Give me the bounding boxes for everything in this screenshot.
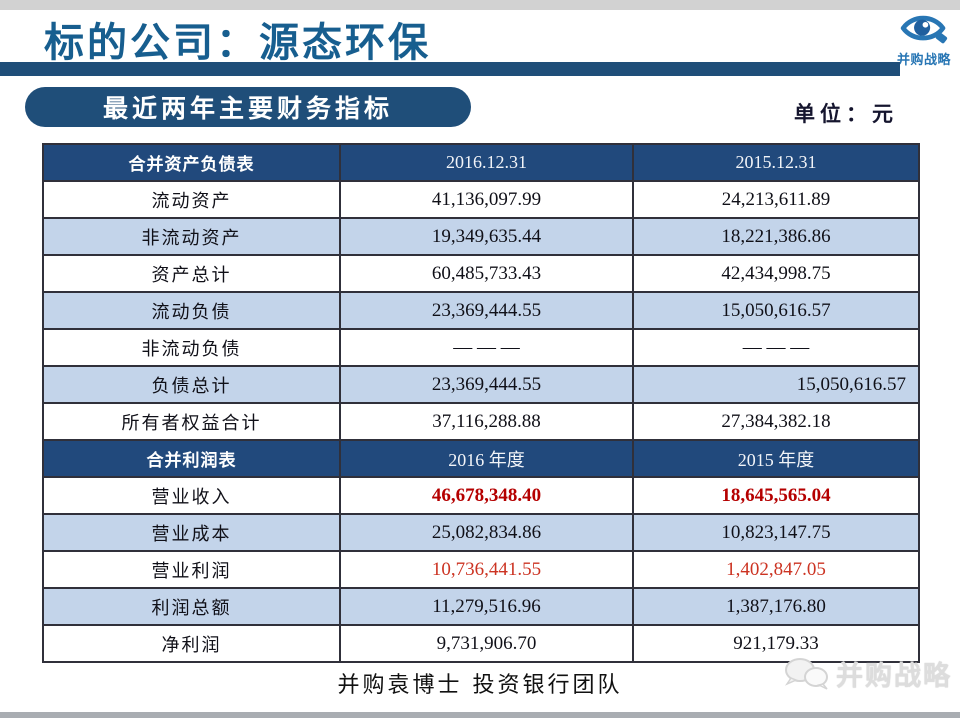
section-heading-pill: 最近两年主要财务指标 bbox=[25, 87, 471, 127]
label-cell: 负债总计 bbox=[42, 365, 341, 404]
row-income-statement-header: 合并利润表 2016 年度 2015 年度 bbox=[42, 439, 920, 478]
row-total-liabilities: 负债总计 23,369,444.55 15,050,616.57 bbox=[42, 365, 920, 404]
label-cell: 净利润 bbox=[42, 624, 341, 663]
value-2015: 10,823,147.75 bbox=[632, 513, 920, 552]
value-2015: 2015 年度 bbox=[632, 439, 920, 478]
value-2016: 11,279,516.96 bbox=[339, 587, 634, 626]
financial-table: 合并资产负债表 2016.12.31 2015.12.31 流动资产 41,13… bbox=[42, 143, 920, 663]
label-cell: 合并利润表 bbox=[42, 439, 341, 478]
label-cell: 流动资产 bbox=[42, 180, 341, 219]
row-current-liabilities: 流动负债 23,369,444.55 15,050,616.57 bbox=[42, 291, 920, 330]
label-cell: 合并资产负债表 bbox=[42, 143, 341, 182]
unit-label: 单位：元 bbox=[794, 101, 898, 126]
top-border-strip bbox=[0, 0, 960, 10]
label-cell: 非流动负债 bbox=[42, 328, 341, 367]
value-2015: 15,050,616.57 bbox=[632, 365, 920, 404]
row-noncurrent-liabilities: 非流动负债 — — — — — — bbox=[42, 328, 920, 367]
label-cell: 利润总额 bbox=[42, 587, 341, 626]
title-divider-bar bbox=[0, 62, 900, 76]
value-2016: 2016.12.31 bbox=[339, 143, 634, 182]
value-2016: 37,116,288.88 bbox=[339, 402, 634, 441]
brand-logo-label: 并购战略 bbox=[896, 53, 951, 68]
value-2015: — — — bbox=[632, 328, 920, 367]
label-cell: 资产总计 bbox=[42, 254, 341, 293]
row-operating-cost: 营业成本 25,082,834.86 10,823,147.75 bbox=[42, 513, 920, 552]
row-current-assets: 流动资产 41,136,097.99 24,213,611.89 bbox=[42, 180, 920, 219]
row-net-profit: 净利润 9,731,906.70 921,179.33 bbox=[42, 624, 920, 663]
label-cell: 营业收入 bbox=[42, 476, 341, 515]
value-2016: 23,369,444.55 bbox=[339, 365, 634, 404]
watermark: 并购战略 bbox=[783, 654, 952, 693]
label-cell: 流动负债 bbox=[42, 291, 341, 330]
row-revenue: 营业收入 46,678,348.40 18,645,565.04 bbox=[42, 476, 920, 515]
label-cell: 营业成本 bbox=[42, 513, 341, 552]
value-2015: 921,179.33 bbox=[632, 624, 920, 663]
wechat-bubbles-icon bbox=[784, 657, 828, 690]
value-2016: 46,678,348.40 bbox=[339, 476, 634, 515]
section-heading-label: 最近两年主要财务指标 bbox=[102, 94, 393, 123]
row-total-assets: 资产总计 60,485,733.43 42,434,998.75 bbox=[42, 254, 920, 293]
row-operating-profit: 营业利润 10,736,441.55 1,402,847.05 bbox=[42, 550, 920, 589]
value-2015: 18,221,386.86 bbox=[632, 217, 920, 256]
row-noncurrent-assets: 非流动资产 19,349,635.44 18,221,386.86 bbox=[42, 217, 920, 256]
value-2015: 1,387,176.80 bbox=[632, 587, 920, 626]
row-balance-sheet-header: 合并资产负债表 2016.12.31 2015.12.31 bbox=[42, 143, 920, 182]
label-cell: 所有者权益合计 bbox=[42, 402, 341, 441]
label-cell: 营业利润 bbox=[42, 550, 341, 589]
value-2016: 10,736,441.55 bbox=[339, 550, 634, 589]
watermark-label: 并购战略 bbox=[836, 661, 952, 692]
label-cell: 非流动资产 bbox=[42, 217, 341, 256]
page-title: 标的公司：源态环保 bbox=[44, 19, 431, 66]
value-2015: 27,384,382.18 bbox=[632, 402, 920, 441]
value-2015: 15,050,616.57 bbox=[632, 291, 920, 330]
footer-credit: 并购袁博士 投资银行团队 bbox=[337, 673, 623, 698]
value-2016: — — — bbox=[339, 328, 634, 367]
row-total-profit: 利润总额 11,279,516.96 1,387,176.80 bbox=[42, 587, 920, 626]
row-owners-equity: 所有者权益合计 37,116,288.88 27,384,382.18 bbox=[42, 402, 920, 441]
value-2016: 9,731,906.70 bbox=[339, 624, 634, 663]
brand-logo: 并购战略 bbox=[894, 12, 954, 68]
bottom-border-strip bbox=[0, 712, 960, 718]
value-2015: 2015.12.31 bbox=[632, 143, 920, 182]
value-2015: 24,213,611.89 bbox=[632, 180, 920, 219]
value-2016: 25,082,834.86 bbox=[339, 513, 634, 552]
value-2015: 18,645,565.04 bbox=[632, 476, 920, 515]
eye-magnifier-icon bbox=[900, 15, 948, 44]
value-2016: 2016 年度 bbox=[339, 439, 634, 478]
value-2016: 23,369,444.55 bbox=[339, 291, 634, 330]
value-2015: 1,402,847.05 bbox=[632, 550, 920, 589]
value-2016: 60,485,733.43 bbox=[339, 254, 634, 293]
value-2016: 41,136,097.99 bbox=[339, 180, 634, 219]
value-2015: 42,434,998.75 bbox=[632, 254, 920, 293]
value-2016: 19,349,635.44 bbox=[339, 217, 634, 256]
